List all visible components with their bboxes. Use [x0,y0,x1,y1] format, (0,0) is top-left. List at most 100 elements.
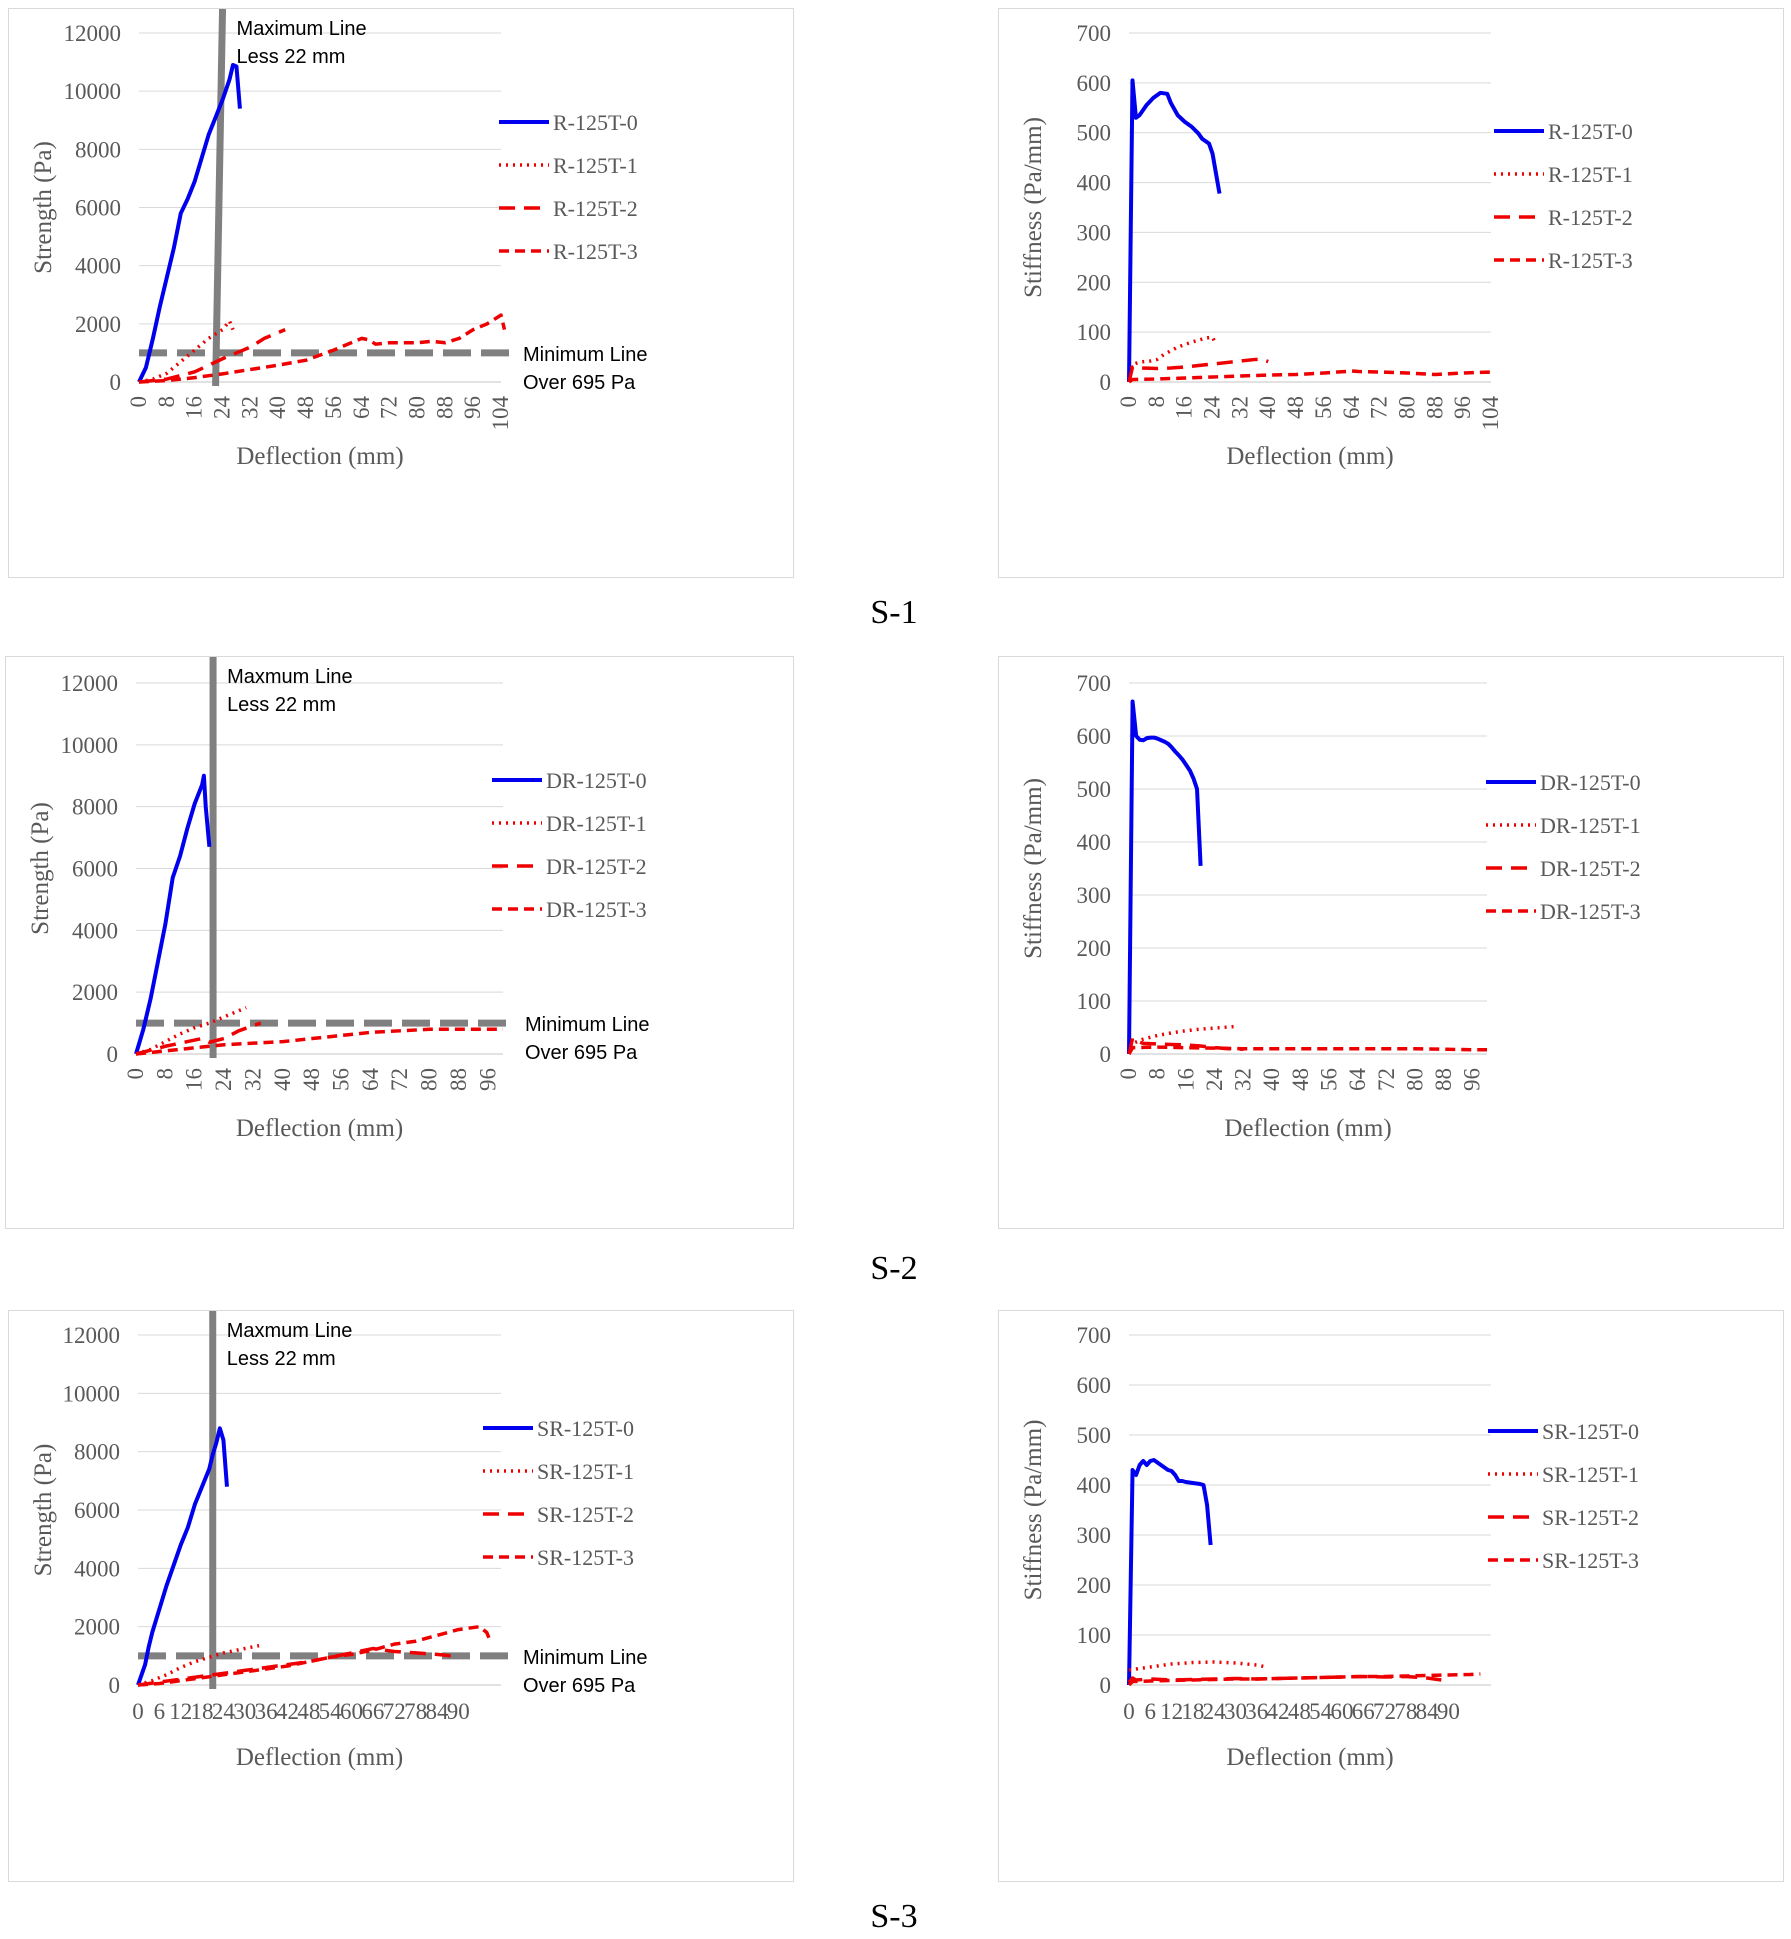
series-line-dr-125t-0 [1127,699,1203,1055]
y-axis-title: Stiffness (Pa/mm) [1020,117,1047,298]
x-tick-label: 88 [1422,396,1447,419]
x-tick-label: 0 [1116,396,1141,408]
legend-label: DR-125T-0 [1540,770,1641,795]
stiffness-chart-s3: 0 100 200 300 400 500 600 700 0 6 12 18 24 30 36 42 48 54… [998,1310,1784,1882]
series-line-dr-125t-0 [134,773,212,1055]
series-line-r-125t-0 [1127,78,1222,383]
y-tick-label: 0 [1100,370,1112,395]
series-line-dr-125t-1 [135,1006,247,1056]
y-tick-label: 400 [1077,830,1112,855]
x-tick-label: 0 [126,396,151,408]
legend-label: SR-125T-1 [1542,1462,1639,1487]
x-tick-label: 48 [1288,1699,1311,1724]
x-tick-label: 40 [265,396,290,419]
x-tick-label: 96 [460,396,485,419]
y-tick-label: 8000 [74,1440,120,1465]
y-tick-label: 2000 [75,312,121,337]
y-tick-label: 400 [1077,171,1112,196]
y-tick-label: 2000 [74,1615,120,1640]
caption-s3: S-3 [870,1898,918,1935]
y-tick-label: 8000 [75,137,121,162]
series-line-dr-125t-2 [135,1021,262,1056]
strength-chart-s3: 0 2000 4000 6000 8000 10000 12000 0 6 12 18 24 30 36 4… [8,1310,794,1882]
x-tick-label: 96 [1450,396,1475,419]
strength-chart-s2: 0 2000 4000 6000 8000 10000 12000 0 8 16 24 32 40 48 5… [5,656,794,1229]
legend-label: DR-125T-2 [546,854,647,879]
series-line-r-125t-2 [138,328,286,384]
y-axis-title: Strength (Pa) [27,802,54,935]
series-line-dr-125t-2 [1127,1036,1244,1055]
y-tick-label: 100 [1077,320,1112,345]
minimum-line-label: Minimum Line [525,1014,649,1036]
y-tick-label: 500 [1077,121,1112,146]
minimum-line-label: Over 695 Pa [523,1675,636,1697]
y-axis-title: Strength (Pa) [30,141,57,274]
x-tick-label: 40 [1259,1068,1284,1091]
x-tick-label: 90 [447,1699,470,1724]
x-tick-label: 16 [182,1068,207,1091]
series-line-sr-125t-1 [137,1643,260,1687]
x-tick-label: 12 [169,1699,192,1724]
x-tick-label: 66 [361,1699,384,1724]
y-axis-title: Stiffness (Pa/mm) [1020,778,1047,959]
minimum-line-label: Over 695 Pa [523,372,636,394]
y-tick-label: 10000 [63,1381,121,1406]
x-tick-label: 72 [383,1699,406,1724]
legend-label: SR-125T-1 [537,1459,634,1484]
minimum-line-label: Minimum Line [523,344,647,366]
caption-s2: S-2 [870,1250,918,1287]
x-tick-label: 6 [154,1699,166,1724]
x-tick-label: 12 [1160,1699,1183,1724]
x-tick-label: 84 [425,1699,449,1724]
x-tick-label: 56 [1316,1068,1341,1091]
y-tick-label: 6000 [72,857,118,882]
y-tick-label: 10000 [64,79,122,104]
series-line-sr-125t-0 [1127,1458,1213,1686]
x-tick-label: 48 [297,1699,320,1724]
x-tick-label: 60 [340,1699,363,1724]
x-tick-label: 56 [1311,396,1336,419]
y-tick-label: 6000 [74,1498,120,1523]
y-tick-label: 0 [1100,1042,1112,1067]
x-tick-label: 32 [1227,396,1252,419]
x-tick-label: 32 [1231,1068,1256,1091]
x-tick-label: 56 [321,396,346,419]
y-tick-label: 4000 [74,1556,120,1581]
x-tick-label: 78 [404,1699,427,1724]
legend-label: R-125T-0 [553,110,638,135]
y-tick-label: 2000 [72,980,118,1005]
y-tick-label: 0 [107,1042,119,1067]
x-tick-label: 72 [1373,1699,1396,1724]
y-tick-label: 300 [1077,220,1112,245]
y-tick-label: 200 [1077,936,1112,961]
y-tick-label: 6000 [75,196,121,221]
x-tick-label: 80 [417,1068,442,1091]
y-axis-title: Stiffness (Pa/mm) [1020,1420,1047,1601]
x-axis-title: Deflection (mm) [236,443,403,470]
x-tick-label: 80 [404,396,429,419]
y-tick-label: 12000 [64,21,122,46]
y-tick-label: 700 [1077,21,1112,46]
x-tick-label: 48 [293,396,318,419]
x-tick-label: 88 [432,396,457,419]
x-tick-label: 64 [1339,396,1364,420]
x-tick-label: 16 [1172,396,1197,419]
x-tick-label: 16 [182,396,207,419]
minimum-line-label: Over 695 Pa [525,1042,638,1064]
x-tick-label: 24 [211,1068,236,1092]
x-tick-label: 24 [210,396,235,420]
y-tick-label: 0 [109,1673,121,1698]
strength-chart-s1: 0 2000 4000 6000 8000 10000 12000 0 8 16 24 32 40 48 5… [8,8,794,578]
x-tick-label: 104 [1478,396,1503,431]
x-tick-label: 48 [299,1068,324,1091]
x-tick-label: 104 [488,396,513,431]
legend-label: DR-125T-1 [546,811,647,836]
x-tick-label: 24 [1200,396,1225,420]
x-tick-label: 8 [1145,1068,1170,1080]
x-tick-label: 84 [1416,1699,1440,1724]
stiffness-chart-s1: 0 100 200 300 400 500 600 700 0 8 16 24 32 40 48 56 64 72… [998,8,1784,578]
x-tick-label: 8 [152,1068,177,1080]
x-tick-label: 30 [233,1699,256,1724]
